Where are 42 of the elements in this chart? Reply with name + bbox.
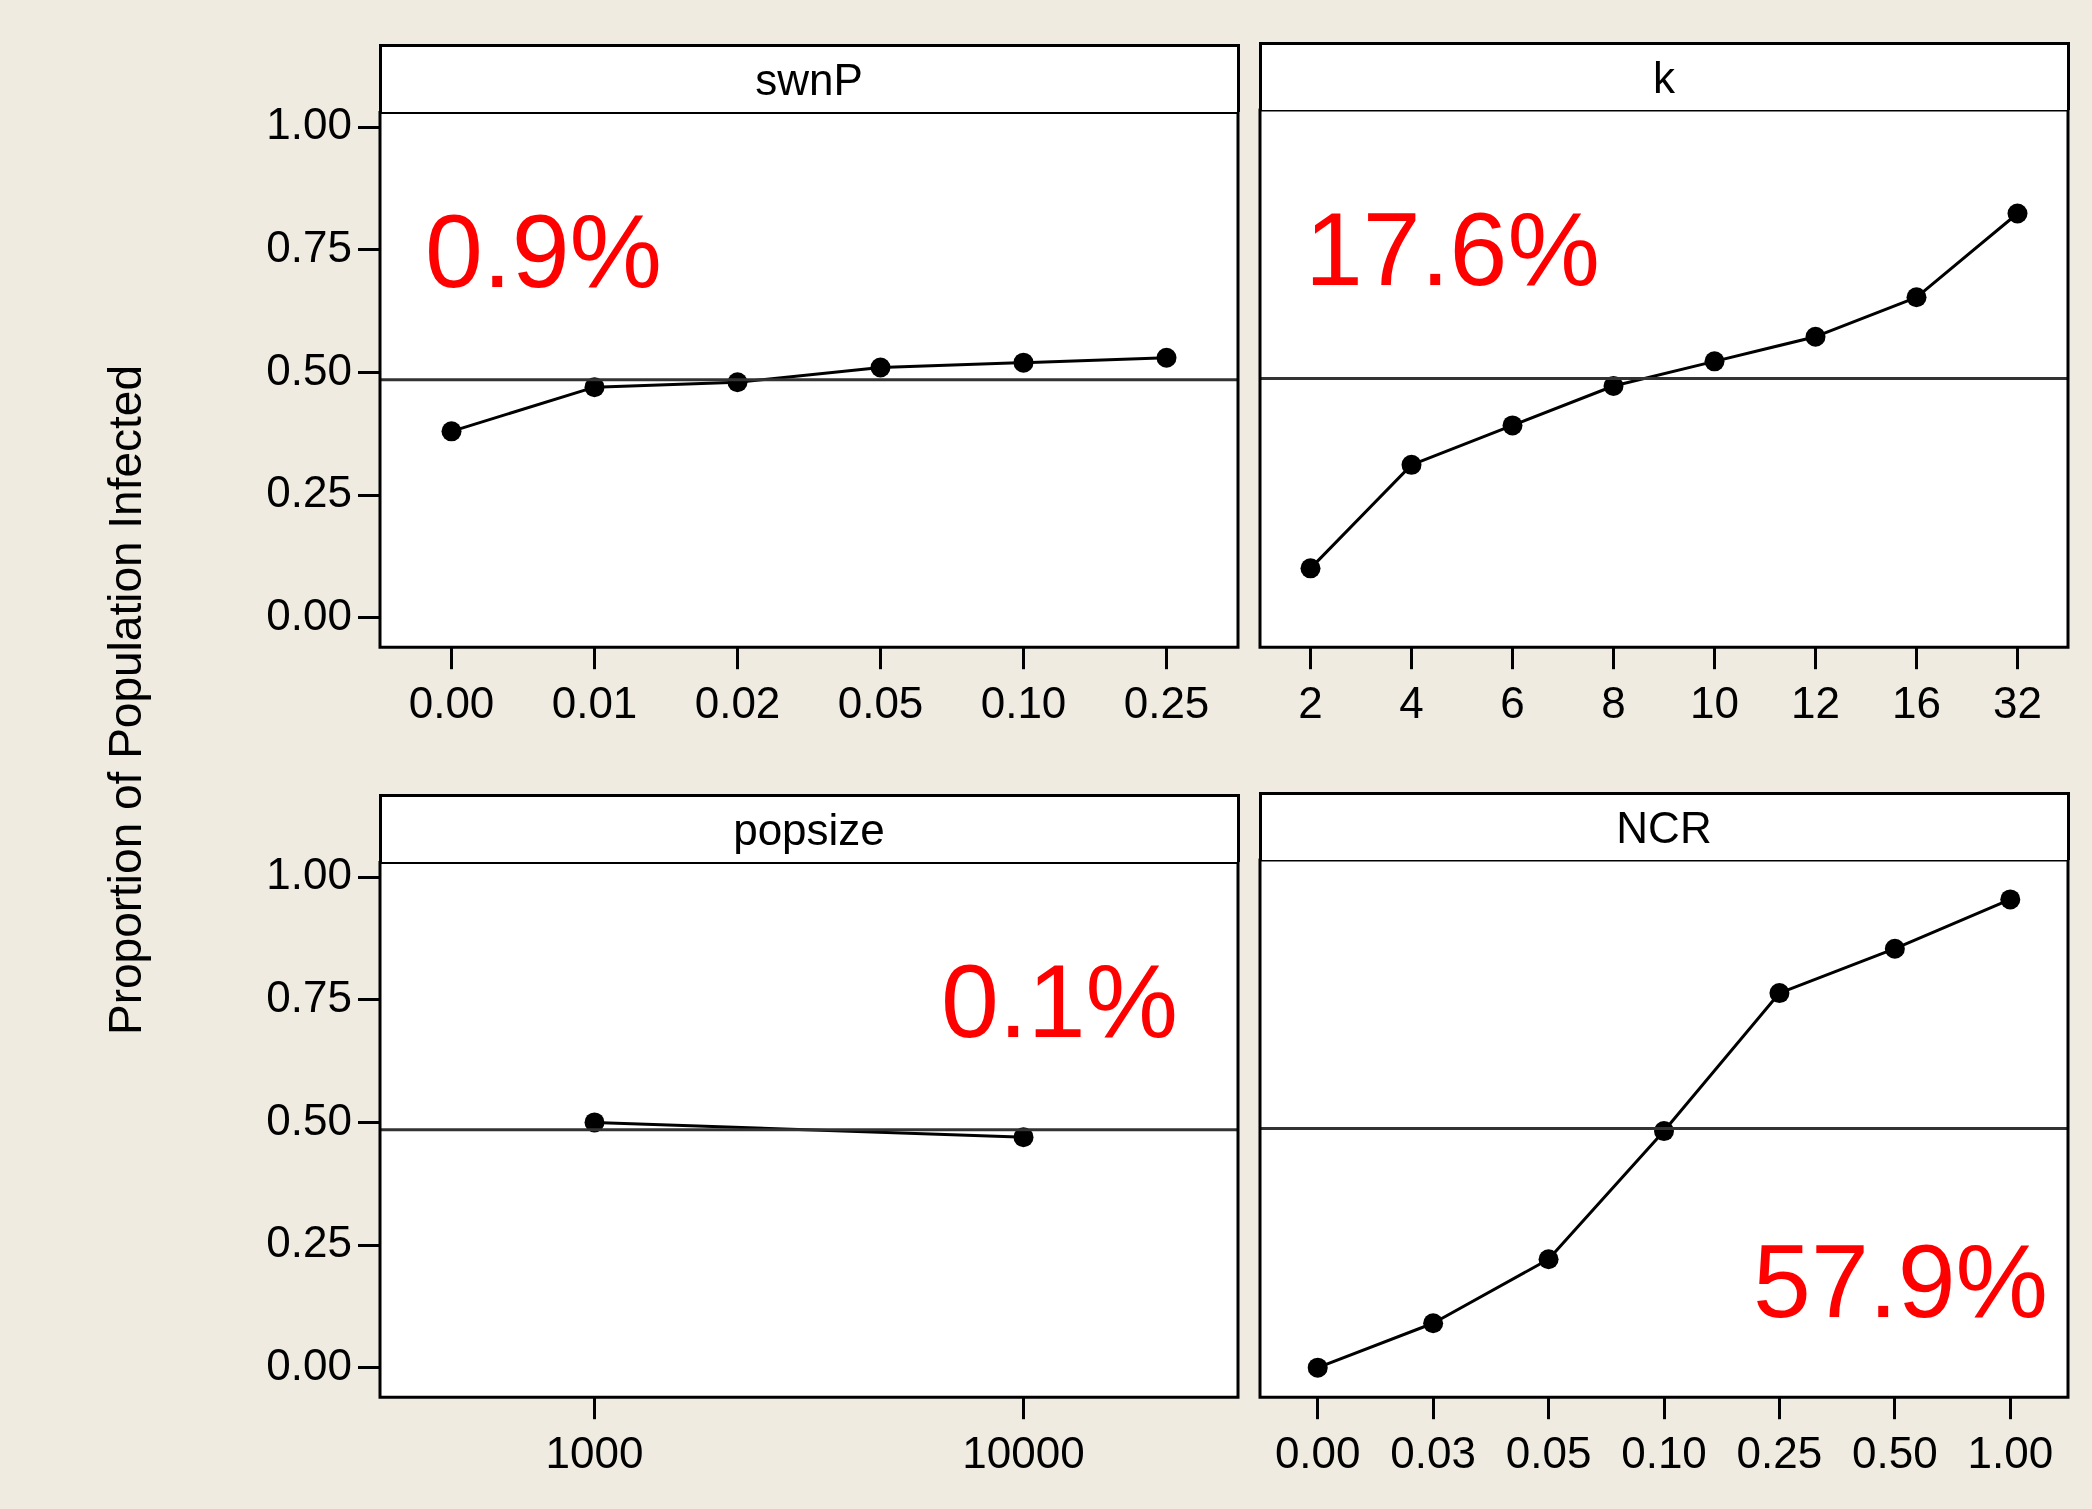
x-tick-label: 1.00 <box>1967 1427 2054 1477</box>
x-tick-label: 6 <box>1500 677 1525 727</box>
y-tick-label: 0.00 <box>266 1339 352 1389</box>
x-tick-label: 1000 <box>545 1427 644 1477</box>
x-tick-label: 2 <box>1298 677 1323 727</box>
x-tick-label: 0.00 <box>408 677 495 727</box>
x-tick-label: 16 <box>1892 677 1941 727</box>
y-axis-title: Proportion of Population Infected <box>98 364 152 1035</box>
y-tick-label: 0.00 <box>266 589 352 639</box>
y-tick-label: 0.25 <box>266 467 352 517</box>
annotation: 0.1% <box>940 943 1178 1060</box>
x-tick-label: 0.02 <box>694 677 781 727</box>
chart-title: NCR <box>1258 792 2070 860</box>
x-tick-label: 0.03 <box>1390 1427 1476 1477</box>
x-tick-label: 0.25 <box>1123 677 1210 727</box>
y-tick-label: 0.75 <box>266 971 352 1021</box>
x-tick-label: 8 <box>1601 677 1626 727</box>
x-tick-label: 10000 <box>962 1427 1085 1477</box>
x-tick-label: 0.00 <box>1274 1427 1361 1477</box>
x-tick-label: 32 <box>1993 677 2042 727</box>
y-tick-label: 0.25 <box>266 1217 352 1267</box>
chart-title: popsize <box>378 794 1240 863</box>
y-tick-label: 1.00 <box>266 849 352 899</box>
x-tick-label: 12 <box>1791 677 1840 727</box>
chart-title: k <box>1258 42 2070 110</box>
x-tick-label: 0.05 <box>837 677 924 727</box>
x-tick-label: 0.50 <box>1852 1427 1938 1477</box>
x-tick-label: 0.10 <box>1621 1427 1707 1477</box>
x-tick-label: 0.01 <box>551 677 638 727</box>
y-tick-label: 0.50 <box>266 344 352 394</box>
y-tick-label: 0.75 <box>266 221 352 271</box>
y-tick-label: 0.50 <box>266 1094 352 1144</box>
x-tick-label: 0.10 <box>980 677 1067 727</box>
x-tick-label: 4 <box>1399 677 1424 727</box>
annotation: 0.9% <box>425 193 663 310</box>
x-tick-label: 0.05 <box>1505 1427 1592 1477</box>
y-tick-label: 1.00 <box>266 99 352 149</box>
x-tick-label: 10 <box>1690 677 1739 727</box>
annotation: 17.6% <box>1305 191 1600 307</box>
chart-title: swnP <box>378 44 1240 113</box>
x-tick-label: 0.25 <box>1736 1427 1823 1477</box>
annotation: 57.9% <box>1753 1223 2048 1340</box>
